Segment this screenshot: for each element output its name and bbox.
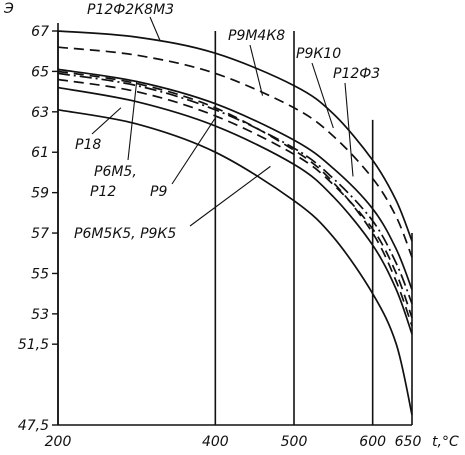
- x-tick-label-200: 200: [45, 434, 72, 450]
- label-r6m5k5-r9k5: Р6М5К5, Р9К5: [74, 226, 176, 242]
- y-tick-label-59: 59: [31, 186, 49, 202]
- y-tick-label-51.5: 51,5: [18, 337, 49, 353]
- series-line-0: [57, 30, 413, 242]
- x-axis-label: t,°C: [432, 434, 459, 450]
- leader-lines: [91, 16, 354, 227]
- leader-line-0: [149, 16, 161, 42]
- leader-line-3: [344, 82, 354, 177]
- y-axis-label: Э: [3, 1, 14, 17]
- x-tick-label-400: 400: [202, 434, 229, 450]
- label-r12f2k8m3: Р12Ф2К8М3: [87, 2, 174, 18]
- leader-line-2: [311, 62, 334, 129]
- series-line-2: [57, 68, 413, 290]
- y-tick-label-53: 53: [31, 307, 49, 323]
- y-tick-label-47.5: 47,5: [18, 418, 49, 434]
- y-tick-label-67: 67: [31, 24, 49, 40]
- label-r18: Р18: [75, 137, 101, 153]
- curve-labels: Р12Ф2К8М3 Р9М4К8 Р9К10 Р12Ф3 Р18 Р6М5, Р…: [74, 2, 380, 242]
- series-line-5: [57, 86, 413, 335]
- label-r12f3: Р12Ф3: [333, 66, 380, 82]
- label-r9: Р9: [150, 184, 167, 200]
- leader-line-7: [189, 165, 271, 227]
- leader-line-6: [171, 117, 216, 185]
- series-curves: [57, 30, 413, 416]
- series-line-1: [57, 46, 413, 258]
- series-line-4: [57, 78, 413, 319]
- leader-line-4: [91, 107, 122, 135]
- label-r12: Р12: [90, 184, 116, 200]
- series-line-3: [57, 72, 413, 305]
- y-tick-label-55: 55: [31, 266, 49, 282]
- leader-line-1: [249, 44, 264, 96]
- leader-line-5: [127, 81, 138, 161]
- label-r9m4k8: Р9М4К8: [228, 28, 285, 44]
- series-line-6: [57, 70, 413, 327]
- y-tick-label-57: 57: [31, 226, 49, 242]
- y-tick-label-63: 63: [31, 105, 49, 121]
- label-r6m5: Р6М5,: [94, 164, 137, 180]
- x-tick-label-600: 600: [359, 434, 386, 450]
- x-tick-label-650: 650: [395, 434, 422, 450]
- label-r9k10: Р9К10: [296, 46, 341, 62]
- y-tick-label-65: 65: [31, 64, 49, 80]
- y-tick-label-61: 61: [31, 145, 49, 161]
- axes: [52, 23, 412, 426]
- series-line-7: [57, 108, 413, 416]
- x-tick-label-500: 500: [281, 434, 308, 450]
